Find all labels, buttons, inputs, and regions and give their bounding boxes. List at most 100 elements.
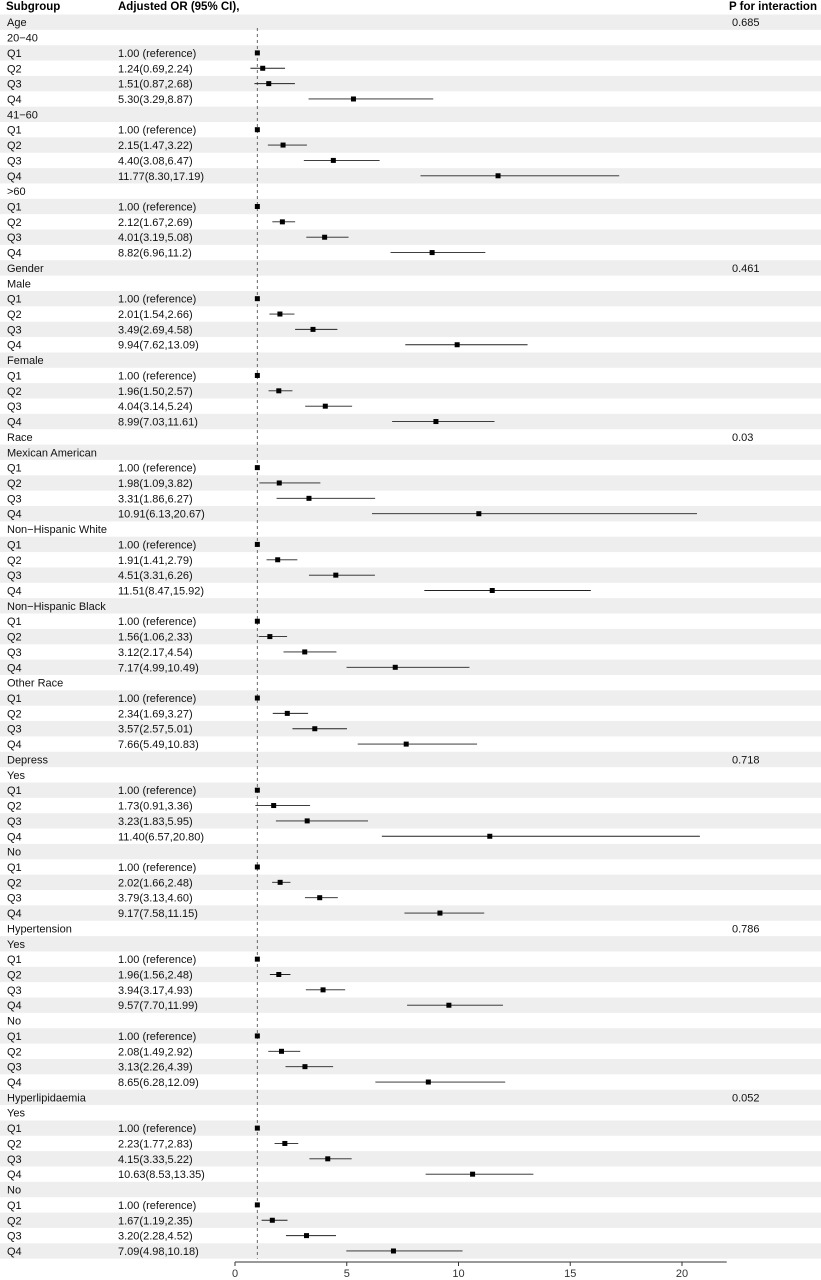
- quartile-label: Q2: [7, 140, 22, 152]
- row-stripe: [0, 1181, 821, 1198]
- or-point: [269, 1217, 275, 1223]
- or-point: [310, 326, 316, 332]
- or-ci-text: 3.57(2.57,5.01): [118, 724, 193, 736]
- row-stripe: [0, 936, 821, 952]
- or-point: [317, 895, 323, 901]
- quartile-label: Q2: [7, 478, 22, 490]
- p-interaction: 0.685: [732, 17, 760, 29]
- quartile-label: Q3: [7, 232, 22, 244]
- quartile-label: Q1: [7, 1031, 22, 1043]
- quartile-label: Q4: [7, 586, 22, 598]
- row-stripe: [0, 567, 821, 583]
- or-point: [437, 910, 443, 916]
- or-point: [254, 618, 260, 624]
- or-point: [284, 710, 290, 716]
- subgroup-label: Other Race: [7, 678, 63, 690]
- row-stripe: [0, 444, 821, 460]
- or-ci-text: 2.01(1.54,2.66): [118, 309, 193, 321]
- or-point: [350, 96, 356, 102]
- subgroup-label: No: [7, 1185, 21, 1197]
- row-stripe: [0, 1058, 821, 1075]
- quartile-label: Q4: [7, 1246, 22, 1258]
- or-point: [254, 204, 260, 209]
- or-ci-text: 1.73(0.91,3.36): [118, 801, 193, 813]
- row-stripe: [0, 168, 821, 184]
- quartile-label: Q1: [7, 1123, 22, 1135]
- or-ci-text: 1.00 (reference): [118, 370, 196, 382]
- quartile-label: Q4: [7, 417, 22, 429]
- quartile-label: Q1: [7, 370, 22, 382]
- quartile-label: Q3: [7, 1154, 22, 1166]
- quartile-label: Q3: [7, 893, 22, 905]
- or-ci-text: 1.00 (reference): [118, 294, 196, 306]
- subgroup-label: No: [7, 1016, 21, 1028]
- or-ci-text: 11.77(8.30,17.19): [118, 171, 204, 183]
- or-point: [275, 557, 281, 563]
- or-point: [271, 803, 277, 809]
- quartile-label: Q4: [7, 739, 22, 751]
- subgroup-label: Yes: [7, 770, 25, 782]
- subgroup-label: Yes: [7, 1108, 25, 1120]
- or-point: [278, 1048, 284, 1054]
- or-point: [304, 818, 310, 824]
- quartile-label: Q3: [7, 985, 22, 997]
- group-label: Gender: [7, 263, 44, 275]
- x-tick-label: 0: [232, 1268, 238, 1280]
- quartile-label: Q4: [7, 1169, 22, 1181]
- quartile-label: Q1: [7, 125, 22, 137]
- quartile-label: Q1: [7, 48, 22, 60]
- quartile-label: Q2: [7, 632, 22, 644]
- or-ci-text: 1.00 (reference): [118, 785, 196, 797]
- or-ci-text: 1.00 (reference): [118, 862, 196, 874]
- row-stripes: [0, 14, 821, 1259]
- quartile-label: Q2: [7, 386, 22, 398]
- or-point: [489, 588, 495, 593]
- or-ci-text: 9.57(7.70,11.99): [118, 1000, 198, 1012]
- quartile-label: Q1: [7, 539, 22, 551]
- row-stripe: [0, 198, 821, 215]
- row-stripe: [0, 106, 821, 123]
- row-stripe: [0, 536, 821, 553]
- quartile-label: Q1: [7, 693, 22, 705]
- quartile-label: Q2: [7, 801, 22, 813]
- or-ci-text: 1.00 (reference): [118, 1200, 196, 1212]
- p-interaction: 0.03: [732, 432, 753, 444]
- or-point: [254, 956, 260, 962]
- or-ci-text: 1.00 (reference): [118, 1123, 196, 1135]
- header-p: P for interaction: [729, 1, 817, 13]
- subgroup-label: Non−Hispanic Black: [7, 601, 106, 613]
- or-point: [312, 726, 318, 732]
- or-point: [302, 1064, 308, 1070]
- or-ci-text: 2.12(1.67,2.69): [118, 217, 193, 229]
- row-stripe: [0, 1089, 821, 1106]
- row-stripe: [0, 1120, 821, 1136]
- or-ci-text: 8.82(6.96,11.2): [118, 248, 192, 260]
- group-label: Hypertension: [7, 923, 72, 935]
- or-ci-text: 8.99(7.03,11.61): [118, 417, 198, 429]
- row-stripe: [0, 813, 821, 829]
- quartile-label: Q1: [7, 463, 22, 475]
- quartile-label: Q4: [7, 509, 22, 521]
- row-stripe: [0, 598, 821, 614]
- or-ci-text: 3.23(1.83,5.95): [118, 816, 193, 828]
- quartile-label: Q1: [7, 1200, 22, 1212]
- or-ci-text: 8.65(6.28,12.09): [118, 1077, 199, 1089]
- row-stripe: [0, 1151, 821, 1167]
- or-ci-text: 1.91(1.41,2.79): [118, 555, 193, 567]
- or-point: [276, 480, 282, 486]
- x-tick-label: 20: [676, 1268, 688, 1280]
- or-ci-text: 3.31(1.86,6.27): [118, 493, 193, 505]
- quartile-label: Q4: [7, 662, 22, 674]
- or-point: [254, 1033, 260, 1039]
- quartile-label: Q3: [7, 401, 22, 413]
- or-ci-text: 11.40(6.57,20.80): [118, 831, 204, 843]
- quartile-label: Q2: [7, 63, 22, 75]
- quartile-label: Q2: [7, 555, 22, 567]
- quartile-label: Q3: [7, 79, 22, 91]
- quartile-label: Q3: [7, 816, 22, 828]
- quartile-label: Q3: [7, 570, 22, 582]
- or-point: [254, 296, 260, 302]
- or-point: [254, 372, 260, 378]
- p-interaction: 0.461: [732, 263, 760, 275]
